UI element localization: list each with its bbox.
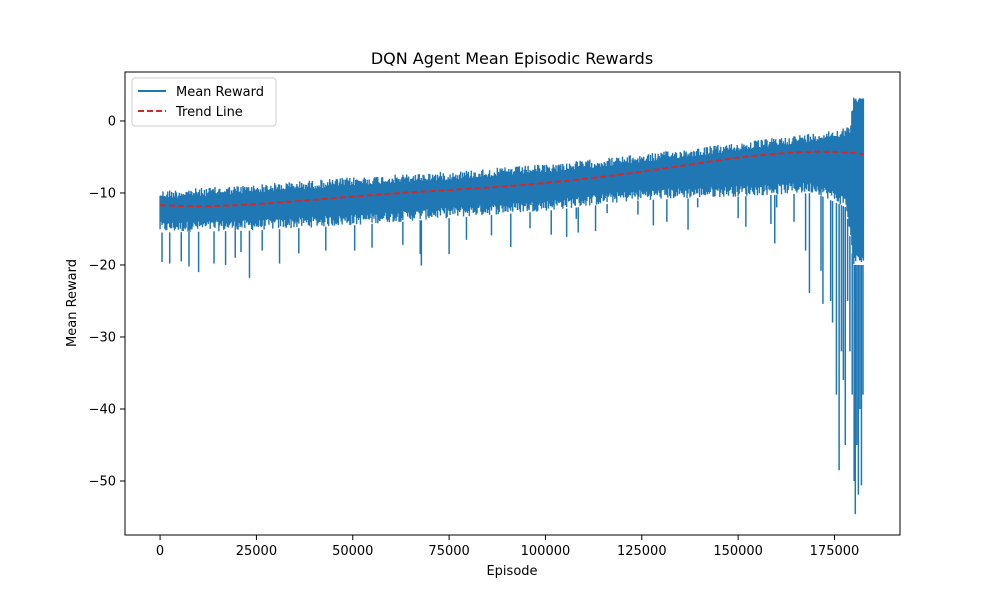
legend-box bbox=[131, 77, 277, 127]
x-tick-label: 50000 bbox=[332, 544, 373, 559]
x-tick-label: 0 bbox=[156, 544, 164, 559]
legend-label-mean-reward: Mean Reward bbox=[176, 85, 264, 100]
axes-frame bbox=[124, 71, 901, 536]
x-axis: 0 25000 50000 75000 100000 125000 150000 175000 bbox=[156, 535, 859, 559]
x-tick-label: 25000 bbox=[236, 544, 277, 559]
chart-title: DQN Agent Mean Episodic Rewards bbox=[371, 49, 653, 68]
trend-line bbox=[160, 150, 864, 208]
x-tick-label: 175000 bbox=[810, 544, 860, 559]
x-tick-label: 100000 bbox=[521, 544, 571, 559]
y-tick-label: −50 bbox=[89, 474, 116, 489]
y-tick-label: −20 bbox=[89, 258, 116, 273]
plot-area bbox=[159, 97, 865, 515]
mean-reward-series bbox=[159, 97, 865, 265]
y-axis: 0 −10 −20 −30 −40 −50 bbox=[89, 114, 125, 489]
mean-reward-dips bbox=[161, 193, 864, 515]
legend: Mean Reward Trend Line bbox=[131, 77, 277, 127]
legend-label-trend-line: Trend Line bbox=[175, 105, 243, 120]
x-tick-label: 125000 bbox=[617, 544, 667, 559]
x-tick-label: 150000 bbox=[713, 544, 763, 559]
mean-reward-line bbox=[159, 97, 865, 265]
y-tick-label: −40 bbox=[89, 402, 116, 417]
x-axis-label: Episode bbox=[486, 564, 537, 579]
y-axis-label: Mean Reward bbox=[65, 259, 80, 347]
y-tick-label: 0 bbox=[108, 114, 116, 129]
y-tick-label: −10 bbox=[89, 186, 116, 201]
x-tick-label: 75000 bbox=[428, 544, 469, 559]
y-tick-label: −30 bbox=[89, 330, 116, 345]
